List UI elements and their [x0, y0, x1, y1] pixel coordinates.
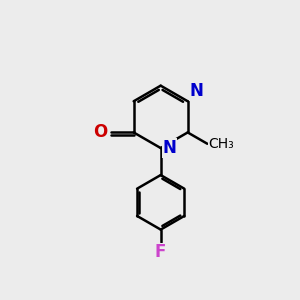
- Text: O: O: [94, 123, 108, 141]
- Text: N: N: [190, 82, 203, 100]
- Text: N: N: [163, 139, 176, 157]
- Text: CH₃: CH₃: [208, 137, 234, 151]
- Text: F: F: [155, 243, 166, 261]
